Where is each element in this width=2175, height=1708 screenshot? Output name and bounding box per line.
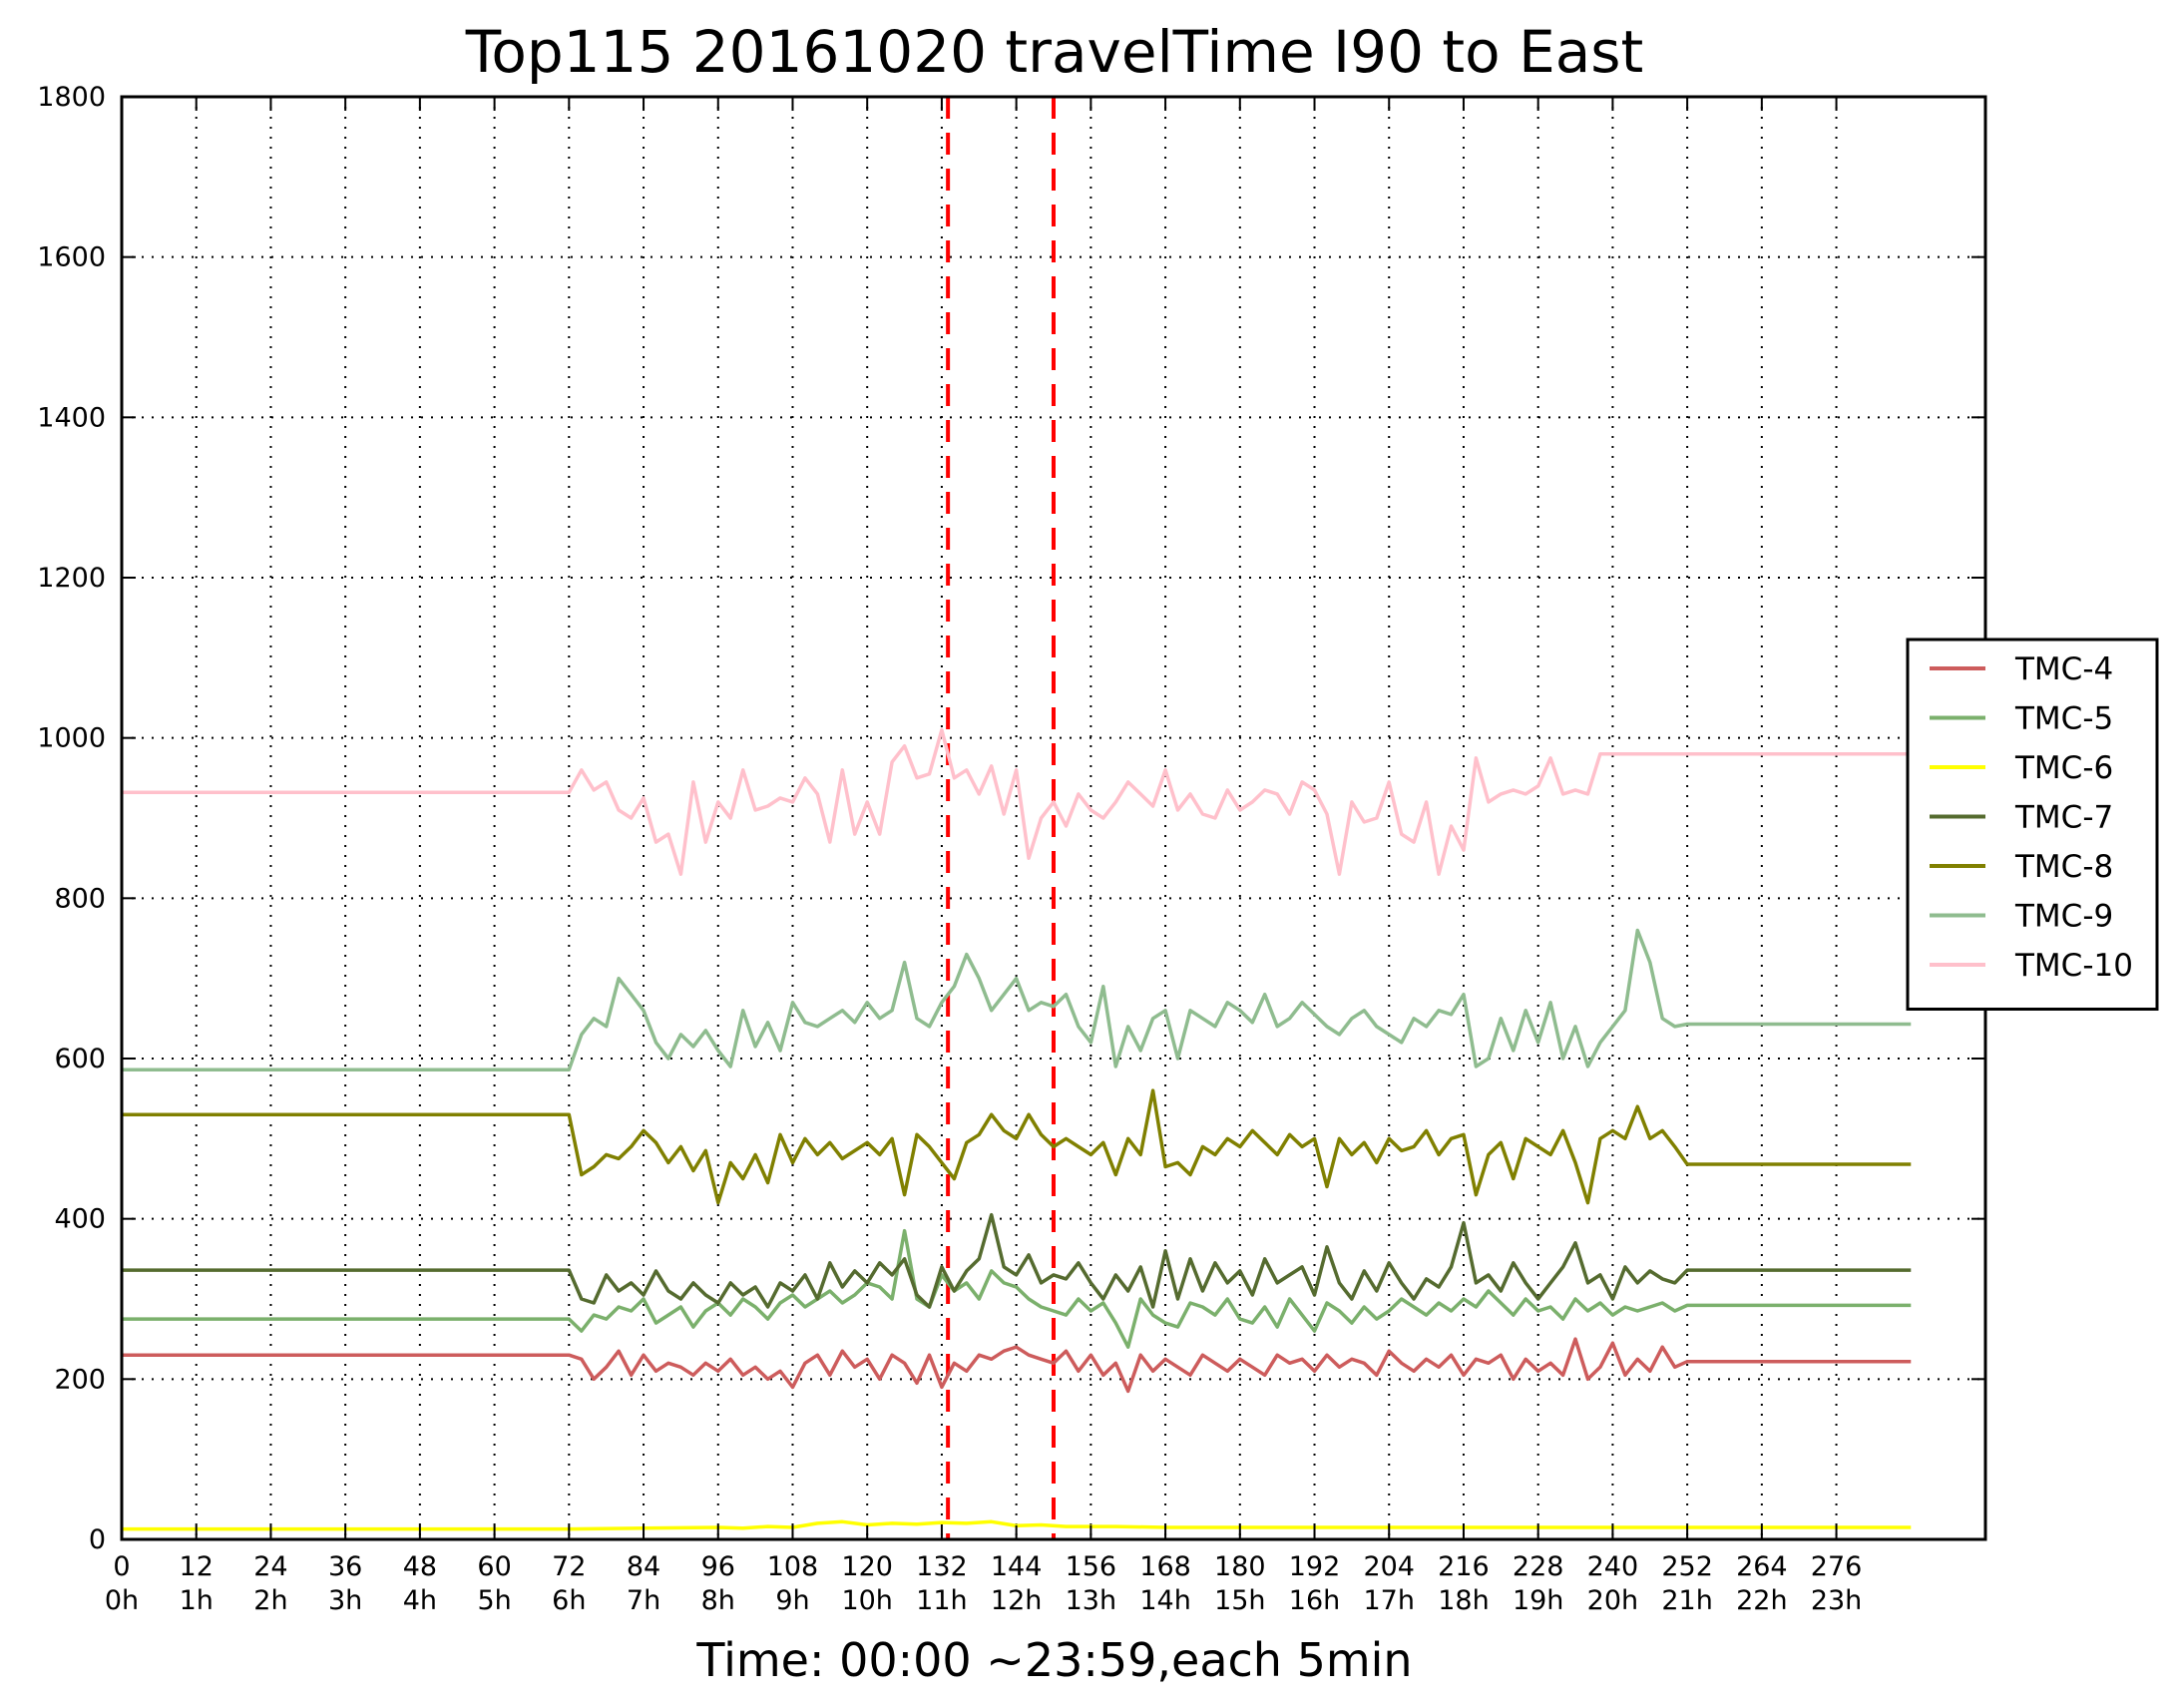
x-tick-label: 132 [916, 1551, 968, 1582]
x-tick-label: 120 [841, 1551, 893, 1582]
x-tick-label-hour: 22h [1736, 1585, 1787, 1616]
x-tick-label-hour: 1h [180, 1585, 214, 1616]
series-line-tmc-7 [122, 1212, 1912, 1309]
legend-label: TMC-8 [2014, 849, 2113, 885]
x-tick-label-hour: 23h [1811, 1585, 1862, 1616]
x-tick-label: 12 [180, 1551, 214, 1582]
x-tick-label-hour: 14h [1139, 1585, 1190, 1616]
y-tick-label: 800 [54, 883, 106, 914]
x-tick-label-hour: 21h [1661, 1585, 1712, 1616]
x-tick-label-hour: 8h [701, 1585, 735, 1616]
x-tick-label: 276 [1811, 1551, 1863, 1582]
series-line-tmc-5 [122, 1228, 1912, 1349]
y-tick-label: 1200 [37, 563, 106, 594]
y-tick-label: 400 [54, 1204, 106, 1235]
x-tick-label: 108 [767, 1551, 819, 1582]
grid-lines [122, 97, 1985, 1539]
x-tick-label-hour: 5h [477, 1585, 511, 1616]
x-tick-label: 72 [552, 1551, 586, 1582]
x-tick-label-hour: 20h [1587, 1585, 1638, 1616]
x-tick-label: 228 [1513, 1551, 1564, 1582]
legend: TMC-4 TMC-5 TMC-6 TMC-7 TMC-8 TMC-9 TMC-10 [1906, 638, 2159, 1011]
x-tick-label-hour: 0h [105, 1585, 139, 1616]
x-tick-label-hour: 18h [1438, 1585, 1489, 1616]
x-tick-label: 96 [701, 1551, 735, 1582]
x-tick-label: 240 [1587, 1551, 1639, 1582]
x-tick-label-hour: 10h [841, 1585, 892, 1616]
x-tick-label: 144 [991, 1551, 1043, 1582]
y-tick-label: 1600 [37, 242, 106, 273]
x-tick-label: 48 [403, 1551, 437, 1582]
x-tick-label-hour: 7h [627, 1585, 660, 1616]
x-tick-label-hour: 6h [552, 1585, 586, 1616]
x-tick-label-hour: 13h [1066, 1585, 1116, 1616]
x-tick-label-hour: 12h [991, 1585, 1042, 1616]
x-tick-label-hour: 17h [1364, 1585, 1415, 1616]
x-tick-label-hour: 3h [328, 1585, 362, 1616]
x-tick-label-hour: 9h [775, 1585, 809, 1616]
y-tick-label: 1400 [37, 402, 106, 433]
legend-label: TMC-10 [2014, 948, 2133, 984]
x-tick-label: 24 [253, 1551, 287, 1582]
legend-label: TMC-7 [2014, 800, 2113, 836]
x-tick-label: 216 [1438, 1551, 1490, 1582]
x-tick-label-hour: 16h [1289, 1585, 1340, 1616]
x-tick-label-hour: 2h [253, 1585, 287, 1616]
series-line-tmc-8 [122, 1088, 1912, 1205]
x-tick-label-hour: 19h [1513, 1585, 1563, 1616]
x-tick-label: 180 [1214, 1551, 1266, 1582]
x-tick-label: 36 [328, 1551, 362, 1582]
x-tick-label-hour: 4h [403, 1585, 437, 1616]
reference-lines [946, 97, 1056, 1539]
series-line-tmc-10 [122, 727, 1912, 876]
series-line-tmc-9 [122, 928, 1912, 1071]
y-tick-label: 1000 [37, 723, 106, 754]
chart-title: Top115 20161020 travelTime I90 to East [465, 18, 1643, 86]
y-tick-label: 0 [89, 1524, 106, 1555]
y-tick-label: 200 [54, 1364, 106, 1395]
x-tick-label: 60 [477, 1551, 511, 1582]
x-tick-label: 252 [1661, 1551, 1713, 1582]
y-tick-label: 600 [54, 1044, 106, 1074]
legend-label: TMC-5 [2014, 701, 2113, 737]
series-line-tmc-6 [122, 1519, 1912, 1531]
x-tick-label: 192 [1289, 1551, 1341, 1582]
x-tick-label-hour: 15h [1214, 1585, 1265, 1616]
y-tick-label: 1800 [37, 82, 106, 113]
legend-box [1906, 638, 2159, 1011]
x-tick-label: 168 [1139, 1551, 1191, 1582]
legend-label: TMC-6 [2014, 750, 2113, 786]
series-layer [122, 727, 1912, 1531]
x-tick-label-hour: 11h [916, 1585, 967, 1616]
x-axis-label: Time: 00:00 ~23:59,each 5min [695, 1633, 1412, 1687]
x-tick-label: 204 [1363, 1551, 1415, 1582]
x-tick-label: 0 [113, 1551, 130, 1582]
series-line-tmc-4 [122, 1337, 1912, 1394]
legend-label: TMC-4 [2014, 651, 2113, 687]
x-tick-label: 264 [1736, 1551, 1788, 1582]
x-tick-label: 156 [1066, 1551, 1117, 1582]
x-tick-label: 84 [627, 1551, 660, 1582]
legend-label: TMC-9 [2014, 899, 2113, 935]
y-axis: 0 200 400 600 800 1000 1200 1400 1600 1800 [37, 82, 1985, 1555]
